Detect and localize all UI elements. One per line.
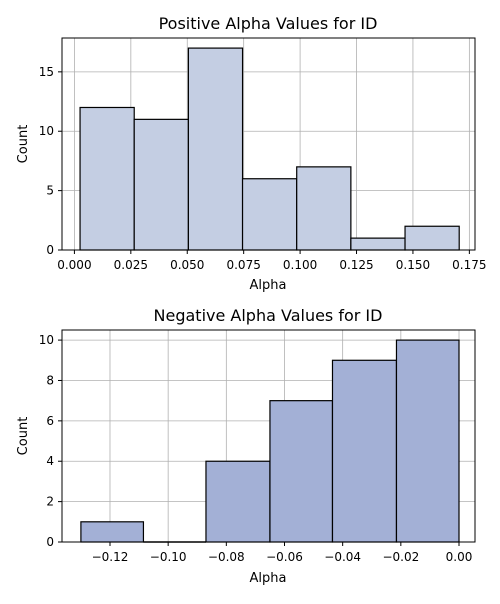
- x-axis-label: Alpha: [250, 278, 287, 293]
- histogram-bar: [350, 237, 406, 251]
- x-tick-label: 0.100: [283, 258, 317, 272]
- y-tick-label: 8: [46, 373, 54, 387]
- histogram-bar: [187, 47, 244, 251]
- x-tick-label: −0.10: [150, 550, 187, 564]
- chart-positive-alpha: Positive Alpha Values for ID 0.000 0.025 0…: [16, 14, 487, 293]
- histogram-bar: [404, 225, 460, 251]
- chart-title: Positive Alpha Values for ID: [159, 14, 378, 33]
- histogram-bar: [133, 118, 189, 251]
- y-ticks: 0 2 4 6 8 10: [39, 333, 62, 549]
- y-tick-label: 10: [39, 333, 54, 347]
- histogram-bar: [80, 521, 145, 543]
- y-tick-label: 10: [39, 124, 54, 138]
- x-tick-label: 0.00: [446, 550, 473, 564]
- x-tick-label: 0.075: [226, 258, 260, 272]
- y-tick-label: 15: [39, 65, 54, 79]
- x-tick-label: 0.025: [114, 258, 148, 272]
- y-tick-label: 2: [46, 495, 54, 509]
- x-ticks: 0.000 0.025 0.050 0.075 0.100 0.125 0.150 0.175: [57, 250, 487, 272]
- histogram-bars: [80, 339, 460, 543]
- y-axis-label: Count: [16, 125, 31, 164]
- histogram-bars: [79, 47, 460, 251]
- y-tick-label: 6: [46, 414, 54, 428]
- plot-frame: [61, 329, 476, 543]
- x-tick-label: −0.12: [92, 550, 129, 564]
- x-ticks: −0.12 −0.10 −0.08 −0.06 −0.04 −0.02 0.00: [92, 542, 473, 564]
- chart-title: Negative Alpha Values for ID: [154, 306, 383, 325]
- chart-negative-alpha: Negative Alpha Values for ID −0.12 −0.10−…: [16, 306, 476, 586]
- y-tick-label: 4: [46, 454, 54, 468]
- y-tick-label: 0: [46, 243, 54, 257]
- y-tick-label: 5: [46, 184, 54, 198]
- histogram-bar: [395, 339, 460, 543]
- y-axis-label: Count: [16, 417, 31, 456]
- plot-frame: [61, 37, 476, 251]
- x-tick-label: 0.050: [170, 258, 204, 272]
- histogram-bar: [241, 178, 298, 251]
- x-tick-label: 0.000: [57, 258, 91, 272]
- x-tick-label: 0.150: [396, 258, 430, 272]
- x-tick-label: −0.02: [382, 550, 419, 564]
- x-tick-label: 0.125: [339, 258, 373, 272]
- x-axis-label: Alpha: [250, 571, 287, 586]
- x-tick-label: −0.06: [266, 550, 303, 564]
- histogram-bar: [331, 359, 398, 543]
- x-tick-label: −0.04: [324, 550, 361, 564]
- histogram-bar: [205, 460, 271, 543]
- y-tick-label: 0: [46, 535, 54, 549]
- y-ticks: 0 5 10 15: [39, 65, 62, 257]
- x-tick-label: −0.08: [208, 550, 245, 564]
- histogram-bar: [269, 400, 334, 543]
- x-tick-label: 0.175: [452, 258, 486, 272]
- histogram-bar: [296, 166, 352, 251]
- histogram-bar: [79, 106, 135, 251]
